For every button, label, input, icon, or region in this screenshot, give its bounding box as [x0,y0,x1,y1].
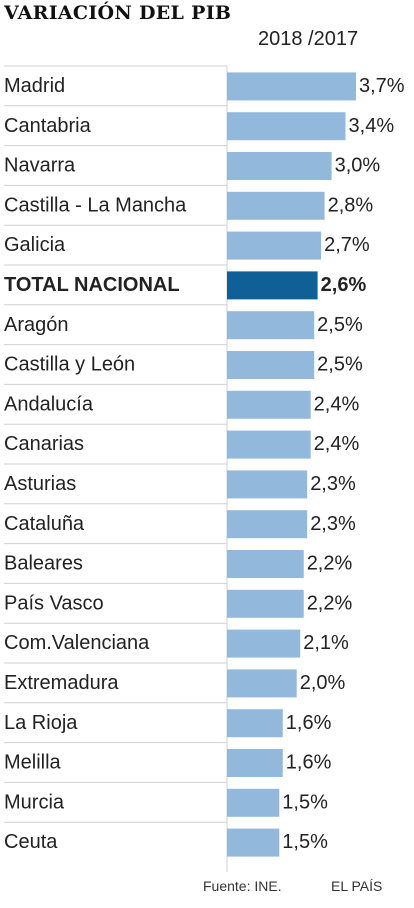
category-label: País Vasco [4,592,104,614]
bar [227,271,318,300]
value-label: 1,5% [282,831,328,853]
bar [227,311,315,340]
value-label: 3,4% [349,115,395,137]
category-label: Ceuta [4,831,58,853]
bar [227,629,301,658]
category-label: Castilla y León [4,354,135,376]
bar [227,669,297,698]
category-label: La Rioja [4,712,78,734]
value-label: 2,4% [314,393,360,415]
bar [227,72,356,101]
bar [227,828,280,857]
value-label: 3,7% [359,75,405,97]
value-label: 2,7% [324,234,370,256]
value-label: 1,6% [286,752,332,774]
category-label: Andalucía [4,393,94,415]
category-label: Cataluña [4,513,85,535]
category-label: TOTAL NACIONAL [4,274,180,296]
bar [227,152,332,180]
bar [227,430,311,459]
bar [227,191,325,220]
bar [227,231,322,260]
value-label: 2,3% [310,473,356,495]
category-label: Com.Valenciana [4,632,150,654]
bar [227,589,304,618]
bar [227,709,283,738]
bar [227,112,346,141]
publisher-name: EL PAÍS [331,878,383,894]
value-label: 2,3% [310,513,356,535]
category-label: Madrid [4,75,65,97]
bar [227,510,308,539]
category-label: Melilla [4,752,62,774]
value-label: 2,5% [317,314,363,336]
category-label: Aragón [4,314,69,336]
chart-title: VARIACIÓN DEL PIB [4,2,232,24]
category-label: Castilla - La Mancha [4,194,187,216]
value-label: 3,0% [335,155,381,177]
category-label: Extremadura [4,672,119,694]
category-label: Canarias [4,433,84,455]
category-label: Murcia [4,791,65,813]
category-label: Navarra [4,155,76,177]
category-label: Galicia [4,234,66,256]
value-label: 2,5% [317,354,363,376]
bar [227,390,311,419]
bar [227,470,308,499]
chart-subtitle: 2018 /2017 [258,28,359,50]
category-label: Asturias [4,473,76,495]
bar [227,351,315,379]
category-label: Cantabria [4,115,92,137]
value-label: 2,2% [307,592,353,614]
category-label: Baleares [4,553,83,575]
value-label: 2,2% [307,553,353,575]
value-label: 2,8% [328,194,374,216]
bar [227,788,280,817]
bar [227,550,304,578]
value-label: 1,5% [282,791,328,813]
value-label: 2,0% [300,672,346,694]
value-label: 2,6% [321,274,367,296]
value-label: 1,6% [286,712,332,734]
bar [227,749,283,777]
value-label: 2,4% [314,433,360,455]
source-note: Fuente: INE. [203,878,282,894]
value-label: 2,1% [303,632,349,654]
